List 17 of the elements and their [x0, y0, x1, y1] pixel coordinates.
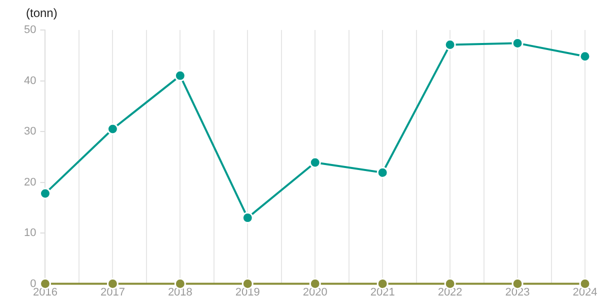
point	[376, 166, 388, 178]
point	[242, 212, 254, 224]
x-tick-label: 2018	[168, 286, 192, 298]
y-tick-label: 50	[24, 24, 36, 36]
point	[512, 37, 524, 49]
point	[174, 70, 186, 82]
point	[444, 38, 456, 50]
point	[309, 156, 321, 168]
point	[106, 123, 118, 135]
y-tick-label: 10	[24, 227, 36, 240]
y-tick-label: 30	[24, 126, 36, 138]
x-tick-label: 2017	[100, 286, 125, 298]
point	[579, 50, 591, 62]
y-axis-title: (tonn)	[26, 6, 58, 20]
y-tick-label: 20	[24, 176, 36, 188]
x-tick-label: 2019	[235, 286, 260, 298]
y-tick-label: 40	[24, 74, 36, 87]
